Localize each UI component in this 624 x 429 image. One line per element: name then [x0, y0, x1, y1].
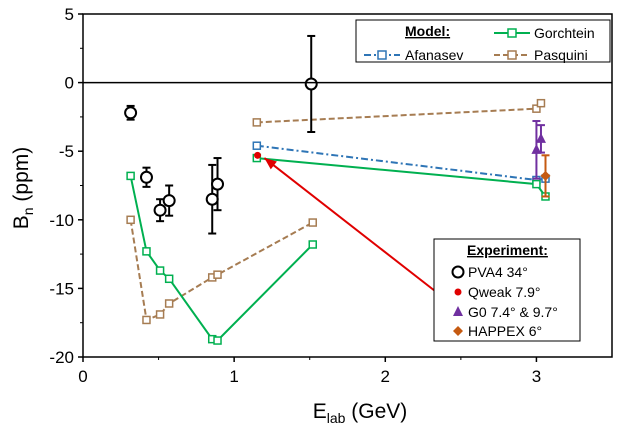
legend-g0: G0 7.4° & 9.7° — [453, 304, 558, 320]
legend-pasquini: Pasquini — [494, 47, 588, 63]
gorchtein-marker — [142, 247, 151, 256]
gorchtein-marker — [213, 336, 222, 345]
gorchtein-marker — [164, 274, 174, 284]
pva4-point — [124, 106, 138, 120]
x-tick-label: 2 — [381, 367, 390, 386]
g0-point — [531, 143, 542, 154]
y-tick-label: 5 — [65, 5, 74, 24]
legend-pva4: PVA4 34° — [451, 264, 528, 280]
pva4-point — [205, 192, 219, 206]
model-legend: Model: Afanasev Gorchtein Pasquini — [355, 19, 611, 63]
gorchtein-marker — [155, 266, 165, 275]
happex-point — [540, 170, 551, 181]
pasquini-line — [256, 102, 542, 124]
y-tick-label: -5 — [59, 142, 74, 161]
legend-qweak: Qweak 7.9° — [454, 284, 541, 300]
arrow-head — [264, 158, 277, 170]
legend-pva4-label: PVA4 34° — [468, 264, 528, 280]
legend-afanasev: Afanasev — [364, 47, 463, 63]
x-tick-label: 0 — [78, 367, 87, 386]
x-axis-title: Elab (GeV) — [313, 400, 408, 426]
experiment-points — [124, 34, 551, 292]
y-tick-label: -20 — [49, 348, 74, 367]
y-tick-label: 0 — [65, 74, 74, 93]
pva4-point — [211, 177, 225, 191]
gorchtein-marker — [308, 240, 317, 249]
pasquini-marker — [142, 315, 151, 325]
pasquini-marker — [252, 118, 262, 127]
pasquini-marker — [532, 104, 541, 113]
legend-gorchtein: Gorchtein — [494, 25, 595, 41]
qweak-point — [254, 151, 262, 159]
arrow-line — [263, 157, 436, 292]
legend-happex-label: HAPPEX 6° — [468, 323, 542, 339]
legend-qweak-label: Qweak 7.9° — [468, 284, 541, 300]
g0-point — [535, 132, 546, 143]
pasquini-marker — [536, 98, 546, 108]
model-legend-title: Model: — [405, 23, 450, 39]
legend-pasquini-label: Pasquini — [534, 47, 588, 63]
legend-afanasev-label: Afanasev — [405, 47, 463, 63]
pva4-point — [304, 77, 318, 91]
legend-g0-label: G0 7.4° & 9.7° — [468, 304, 558, 320]
gorchtein-marker — [532, 179, 541, 189]
pasquini-marker — [126, 215, 135, 225]
pasquini-marker — [213, 270, 222, 279]
y-axis-title: Bn (ppm) — [10, 147, 36, 230]
pasquini-marker — [308, 218, 317, 227]
axes: 50-5-10-15-200 1 2 3 — [49, 5, 613, 386]
y-tick-label: -15 — [49, 279, 74, 298]
legend-happex: HAPPEX 6° — [453, 323, 542, 339]
afanasev-marker — [252, 141, 262, 150]
pasquini-marker — [155, 310, 165, 319]
gorchtein-marker — [126, 171, 135, 181]
pva4-point — [162, 194, 176, 208]
legend-gorchtein-label: Gorchtein — [534, 25, 595, 41]
experiment-legend: Experiment: PVA4 34° Qweak 7.9° G0 7.4° … — [433, 238, 581, 342]
y-tick-label: -10 — [49, 211, 74, 230]
pva4-point — [153, 203, 167, 217]
pva4-point — [139, 170, 153, 184]
experiment-legend-title: Experiment: — [467, 242, 548, 258]
x-tick-label: 3 — [532, 367, 541, 386]
x-tick-label: 1 — [229, 367, 238, 386]
pasquini-marker — [164, 299, 174, 308]
